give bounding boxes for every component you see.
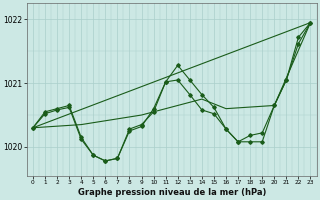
X-axis label: Graphe pression niveau de la mer (hPa): Graphe pression niveau de la mer (hPa) — [77, 188, 266, 197]
